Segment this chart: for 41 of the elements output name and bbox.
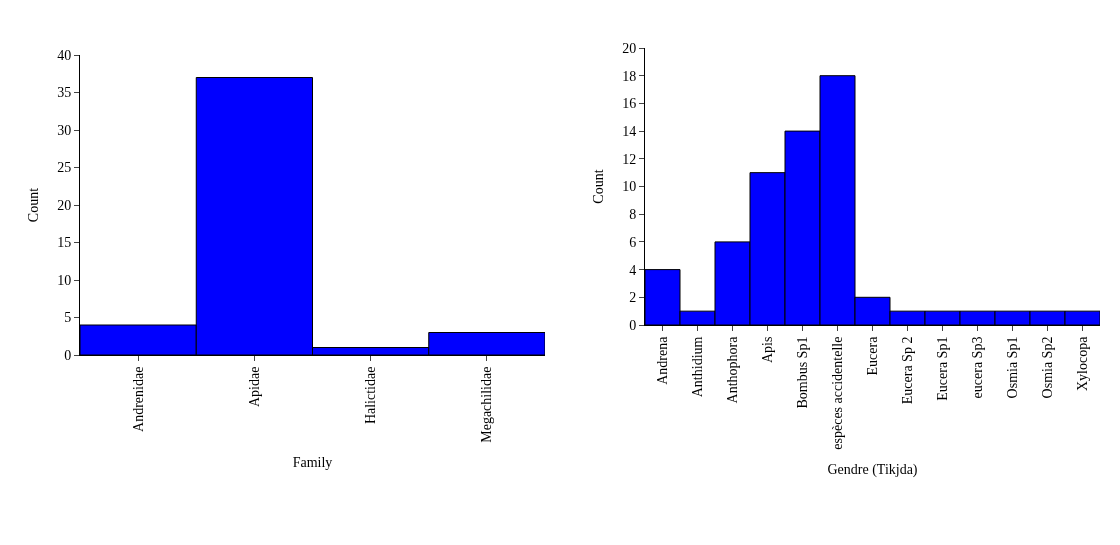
y-tick-label: 40 <box>57 47 72 63</box>
y-tick-label: 15 <box>57 235 72 251</box>
x-tick-label: Eucera Sp 2 <box>900 336 916 405</box>
x-tick-label: Eucera Sp1 <box>935 336 951 401</box>
x-tick-label: Xylocopa <box>1075 335 1091 392</box>
x-tick-label: Osmia Sp1 <box>1005 336 1021 399</box>
x-tick-label: Andrenidae <box>130 366 146 432</box>
x-tick-label: Apis <box>760 336 776 364</box>
y-tick-label: 12 <box>622 151 637 167</box>
y-tick-label: 10 <box>57 272 72 288</box>
x-tick-label: Andrena <box>655 335 671 385</box>
x-tick-label: Anthidium <box>690 336 706 398</box>
x-tick-label: Halictidae <box>363 366 379 425</box>
y-tick-label: 10 <box>622 179 637 195</box>
x-tick-label: Apidae <box>246 366 262 408</box>
x-tick-label: eucera Sp3 <box>970 336 986 399</box>
y-tick-label: 0 <box>64 347 72 363</box>
x-axis-title: Gendre (Tikjda) <box>827 461 918 478</box>
y-tick-label: 20 <box>622 40 637 56</box>
y-tick-label: 30 <box>57 122 72 138</box>
x-tick-label: Megachilidae <box>479 366 495 443</box>
y-tick-label: 0 <box>629 317 637 333</box>
y-tick-label: 6 <box>629 234 637 250</box>
y-tick-label: 18 <box>622 68 637 84</box>
y-tick-label: 5 <box>64 310 72 326</box>
y-tick-label: 4 <box>629 262 637 278</box>
x-tick-label: Anthophora <box>725 335 741 404</box>
x-tick-label: Bombus Sp1 <box>795 336 811 409</box>
x-tick-label: Osmia Sp2 <box>1040 336 1056 399</box>
y-tick-label: 14 <box>622 124 637 139</box>
y-tick-label: 8 <box>629 207 637 223</box>
x-tick-label: espèces accidentelle <box>830 336 846 450</box>
y-tick-label: 2 <box>629 290 637 306</box>
y-axis-title: Count <box>590 169 606 204</box>
y-tick-label: 35 <box>57 85 72 101</box>
y-tick-label: 20 <box>57 197 72 213</box>
x-tick-label: Eucera <box>865 335 881 376</box>
y-tick-label: 25 <box>57 160 72 176</box>
y-tick-label: 16 <box>622 96 637 112</box>
y-axis-title: Count <box>25 187 41 223</box>
x-axis-title: Family <box>292 455 333 471</box>
